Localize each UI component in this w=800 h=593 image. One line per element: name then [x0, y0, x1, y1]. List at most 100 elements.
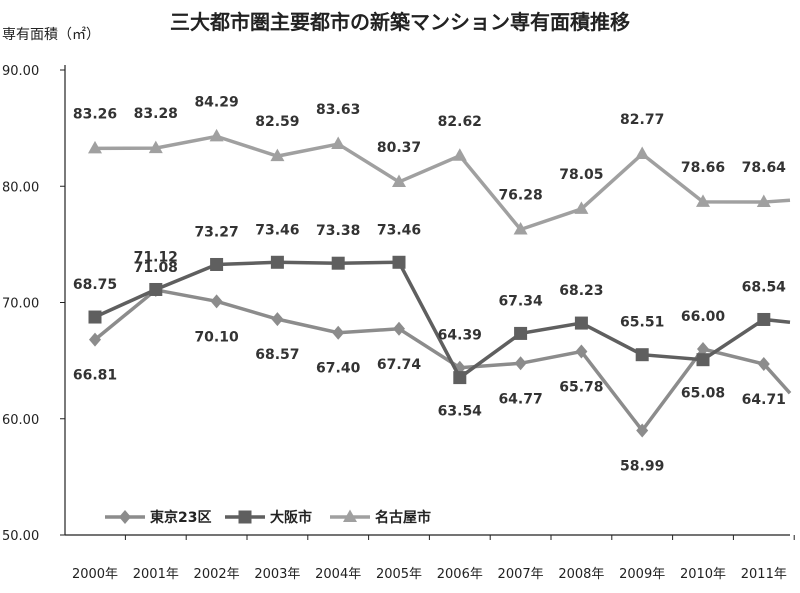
data-label: 83.26 [73, 106, 117, 122]
data-label: 64.71 [742, 392, 786, 408]
data-label: 78.64 [742, 160, 787, 176]
x-tick-label: 2005年 [376, 567, 422, 582]
data-label: 66.00 [681, 309, 726, 325]
diamond-marker [514, 356, 527, 371]
triangle-marker [209, 128, 224, 142]
x-tick-label: 2009年 [619, 567, 665, 582]
triangle-marker [392, 174, 406, 187]
data-label: 65.08 [681, 386, 725, 402]
data-label: 84.29 [194, 94, 238, 110]
data-label: 71.08 [134, 260, 178, 276]
x-tick-label: 2006年 [437, 567, 483, 582]
square-marker [635, 348, 649, 362]
square-marker [149, 282, 163, 296]
legend-label: 大阪市 [270, 509, 312, 526]
data-label: 82.59 [255, 114, 299, 130]
diamond-marker [210, 294, 223, 309]
data-label: 78.66 [681, 160, 725, 176]
data-label: 65.78 [559, 380, 603, 396]
triangle-marker [452, 148, 467, 161]
data-label: 67.34 [498, 293, 543, 309]
diamond-marker [89, 332, 101, 347]
y-tick-label: 50.00 [2, 529, 39, 544]
diamond-marker [575, 344, 588, 359]
axes: 50.00 60.00 70.00 80.00 90.00 2000年 2001年 2002年… [2, 64, 795, 582]
legend-label: 名古屋市 [375, 509, 431, 526]
data-label: 64.39 [438, 328, 482, 344]
data-label: 76.28 [498, 187, 542, 203]
triangle-marker [635, 146, 650, 160]
triangle-marker [148, 140, 163, 154]
data-label: 70.10 [194, 329, 239, 345]
data-label: 68.54 [742, 279, 787, 295]
x-tick-label: 2011年 [741, 567, 787, 582]
triangle-marker [696, 194, 710, 207]
series-line [94, 134, 791, 232]
data-label: 68.57 [255, 347, 299, 363]
y-tick-label: 60.00 [2, 413, 39, 428]
chart-title: 三大都市圏主要都市の新築マンション専有面積推移 [170, 10, 630, 34]
data-label: 83.63 [316, 102, 360, 118]
data-label: 73.38 [316, 223, 360, 239]
data-label: 80.37 [377, 140, 421, 156]
triangle-marker [513, 221, 528, 235]
data-label: 73.46 [255, 222, 299, 238]
x-tick-label: 2008年 [558, 567, 604, 582]
x-tick-label: 2007年 [498, 567, 544, 582]
x-tick-label: 2010年 [680, 567, 726, 582]
data-label: 66.81 [73, 368, 117, 384]
data-label: 63.54 [438, 404, 483, 420]
data-label: 68.23 [559, 283, 603, 299]
series-lines [88, 128, 792, 438]
data-label: 83.28 [134, 106, 178, 122]
x-tick-label: 2002年 [194, 567, 240, 582]
data-label: 65.51 [620, 315, 664, 331]
diamond-marker [757, 356, 770, 371]
data-label: 64.77 [498, 391, 542, 407]
diamond-marker [271, 312, 284, 327]
data-label: 58.99 [620, 458, 664, 474]
square-marker [696, 353, 710, 367]
x-tick-label: 2003年 [254, 567, 300, 582]
triangle-marker [756, 194, 771, 208]
square-marker [270, 255, 284, 269]
diamond-marker [332, 325, 345, 340]
y-tick-label: 80.00 [2, 180, 39, 195]
square-marker [574, 316, 588, 330]
square-marker [392, 255, 406, 269]
square-marker [331, 256, 345, 270]
y-tick-label: 70.00 [2, 297, 39, 312]
legend-label: 東京23区 [150, 509, 211, 526]
diamond-marker [697, 342, 709, 356]
square-marker [453, 371, 467, 385]
x-tick-label: 2001年 [133, 567, 179, 582]
square-marker [238, 510, 252, 524]
triangle-marker [574, 201, 589, 214]
diamond-marker [393, 321, 405, 336]
data-label: 71.12 [134, 249, 178, 265]
legend: 東京23区 大阪市 名古屋市 [105, 509, 431, 526]
data-labels: 66.81 71.08 70.10 68.57 67.40 67.74 64.39 64.77… [73, 94, 786, 474]
data-label: 82.77 [620, 112, 664, 128]
triangle-marker [88, 140, 102, 154]
diamond-marker [636, 423, 649, 438]
y-axis-label: 専有面積（㎡） [2, 27, 100, 43]
data-label: 73.46 [377, 222, 421, 238]
diamond-marker [119, 510, 131, 524]
triangle-marker [331, 136, 346, 150]
triangle-marker [343, 509, 357, 522]
square-marker [757, 312, 771, 326]
x-tick-label: 2000年 [72, 567, 118, 582]
y-tick-label: 90.00 [2, 64, 39, 79]
square-marker [88, 310, 102, 324]
x-tick-label: 2004年 [315, 567, 361, 582]
square-marker [210, 257, 224, 271]
square-marker [514, 326, 528, 340]
data-label: 82.62 [438, 114, 482, 130]
triangle-marker [270, 148, 285, 162]
data-label: 67.74 [377, 357, 422, 373]
data-label: 73.27 [194, 224, 238, 240]
data-label: 68.75 [73, 277, 117, 293]
data-label: 78.05 [559, 167, 603, 183]
